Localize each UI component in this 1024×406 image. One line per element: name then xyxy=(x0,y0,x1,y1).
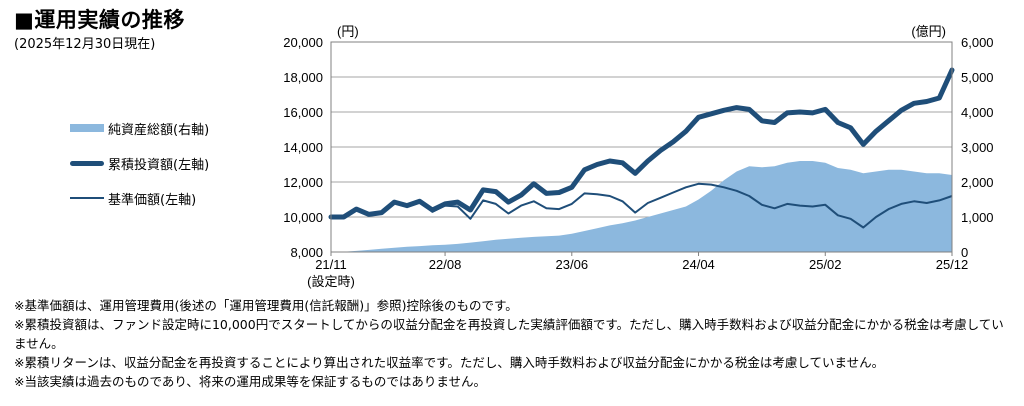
right-axis-tick: 6,000 xyxy=(961,35,994,50)
performance-chart: 20,000 18,000 16,000 14,000 12,000 10,000 8,00… xyxy=(283,24,993,289)
net-assets-area xyxy=(331,161,952,252)
x-axis-tick: 21/11 xyxy=(315,257,347,272)
plot-frame xyxy=(330,41,953,253)
left-axis-tick: 14,000 xyxy=(283,140,323,155)
x-axis-tick: 25/12 xyxy=(936,257,969,272)
footnote: ※当該実績は過去のものであり、将来の運用成果等を保証するものではありません。 xyxy=(14,374,486,389)
footnotes: ※基準価額は、運用管理費用(後述の「運用管理費用(信託報酬)」参照)控除後のもの… xyxy=(14,296,1014,391)
x-axis-tick: 22/08 xyxy=(429,257,462,272)
left-axis-tick: 12,000 xyxy=(283,175,323,190)
left-axis-tick: 20,000 xyxy=(283,35,323,50)
right-axis-unit: (億円) xyxy=(911,24,946,39)
thick-line-swatch-icon xyxy=(70,160,104,166)
right-axis-tick: 2,000 xyxy=(961,175,994,190)
left-axis-unit: (円) xyxy=(337,24,359,39)
x-first-sub: (設定時) xyxy=(307,274,355,289)
legend-item-nav: 基準価額(左軸) xyxy=(70,188,196,208)
thin-line-swatch-icon xyxy=(70,197,104,199)
axis-ticks: 20,000 18,000 16,000 14,000 12,000 10,000 8,00… xyxy=(283,35,993,272)
right-axis-tick: 0 xyxy=(961,245,968,260)
left-axis-tick: 8,000 xyxy=(290,245,323,260)
as-of-date: (2025年12月30日現在) xyxy=(14,37,156,52)
legend-label: 基準価額(左軸) xyxy=(108,192,197,208)
right-axis-tick: 4,000 xyxy=(961,105,994,120)
legend-label: 純資産総額(右軸) xyxy=(108,122,210,138)
x-axis-tick: 24/04 xyxy=(682,257,715,272)
right-axis-tick: 3,000 xyxy=(961,140,994,155)
page-title: ■運用実績の推移 xyxy=(14,8,185,32)
right-axis-tick: 5,000 xyxy=(961,70,994,85)
cumulative-investment-line xyxy=(328,67,955,220)
footnote: ※累積リターンは、収益分配金を再投資することにより算出された収益率です。ただし、… xyxy=(14,355,885,370)
area-swatch-icon xyxy=(70,124,104,132)
legend-item-cumulative-investment: 累積投資額(左軸) xyxy=(70,153,209,173)
left-axis-tick: 16,000 xyxy=(283,105,323,120)
footnote: ※基準価額は、運用管理費用(後述の「運用管理費用(信託報酬)」参照)控除後のもの… xyxy=(14,298,518,313)
x-axis-tick: 25/02 xyxy=(809,257,842,272)
right-axis-tick: 1,000 xyxy=(961,210,994,225)
footnote: ※累積投資額は、ファンド設定時に10,000円でスタートしてからの収益分配金を再… xyxy=(14,317,1004,351)
x-axis-tick: 23/06 xyxy=(556,257,589,272)
left-axis-tick: 10,000 xyxy=(283,210,323,225)
legend-item-net-assets: 純資産総額(右軸) xyxy=(70,118,209,138)
legend-label: 累積投資額(左軸) xyxy=(108,157,210,173)
left-axis-tick: 18,000 xyxy=(283,70,323,85)
